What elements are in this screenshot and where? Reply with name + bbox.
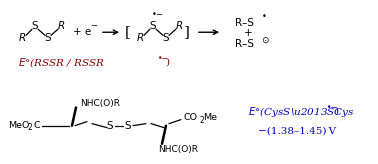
Text: ): ) (334, 107, 338, 116)
Text: S: S (150, 21, 156, 31)
Text: C: C (34, 121, 40, 130)
Text: •−: •− (327, 103, 338, 112)
Text: $\mathit{E}$°(CysS\u2013SCys: $\mathit{E}$°(CysS\u2013SCys (248, 104, 355, 119)
Text: 2: 2 (28, 123, 33, 132)
Text: −: − (155, 10, 163, 19)
Text: CO: CO (184, 113, 198, 122)
Text: S: S (45, 33, 51, 43)
Text: ⊙: ⊙ (261, 36, 269, 45)
Text: NHC(O)R: NHC(O)R (158, 145, 198, 154)
Text: •: • (262, 12, 266, 21)
Text: R: R (57, 21, 65, 31)
Text: S: S (107, 121, 113, 131)
Text: Me: Me (203, 113, 217, 122)
Text: R: R (19, 33, 26, 43)
Text: [: [ (125, 25, 131, 39)
Text: −: − (90, 21, 98, 31)
Text: 2: 2 (199, 116, 204, 125)
Text: R: R (136, 33, 144, 43)
Text: ): ) (165, 58, 169, 67)
Text: MeO: MeO (8, 121, 29, 130)
Text: S: S (125, 121, 131, 131)
Text: R–S: R–S (235, 39, 254, 49)
Text: ]: ] (184, 25, 190, 39)
Text: $\mathit{E}$°(RSSR / RSSR: $\mathit{E}$°(RSSR / RSSR (18, 56, 105, 69)
Text: S: S (32, 21, 38, 31)
Text: •: • (152, 10, 156, 19)
Text: −(1.38–1.45) V: −(1.38–1.45) V (258, 126, 336, 135)
Text: •−: •− (158, 54, 169, 63)
Text: R: R (175, 21, 183, 31)
Text: +: + (244, 28, 252, 38)
Text: + e: + e (73, 27, 91, 37)
Text: S: S (163, 33, 169, 43)
Text: R–S: R–S (235, 18, 254, 28)
Text: NHC(O)R: NHC(O)R (80, 99, 120, 108)
